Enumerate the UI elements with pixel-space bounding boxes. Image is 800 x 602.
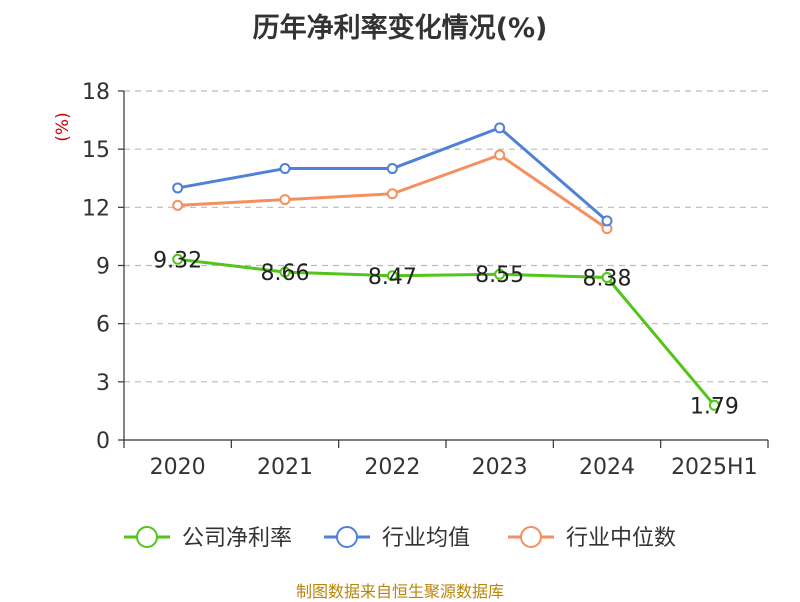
series-line xyxy=(177,257,716,407)
data-point xyxy=(494,149,506,161)
data-point xyxy=(386,188,398,200)
data-labels: 9.32 8.66 8.47 8.55 8.38 1.79 xyxy=(153,248,739,419)
data-label: 8.55 xyxy=(475,263,524,288)
data-point xyxy=(279,194,291,206)
data-point xyxy=(494,268,506,280)
x-tick-label: 2025H1 xyxy=(671,455,758,480)
legend-marker xyxy=(336,526,358,548)
source-note: 制图数据来自恒生聚源数据库 xyxy=(295,582,504,601)
x-tick-label: 2022 xyxy=(364,455,420,480)
x-tick-label: 2023 xyxy=(472,455,528,480)
legend-label: 行业均值 xyxy=(382,526,470,551)
data-label: 8.47 xyxy=(368,265,417,290)
x-tick-label: 2021 xyxy=(257,455,313,480)
y-tick-label: 0 xyxy=(96,429,110,454)
data-point xyxy=(601,215,613,227)
data-label: 9.32 xyxy=(153,248,202,273)
data-point xyxy=(172,199,184,211)
data-point xyxy=(172,182,184,194)
series-lines xyxy=(172,122,720,411)
data-label: 8.38 xyxy=(583,267,632,292)
y-tick-label: 6 xyxy=(96,313,110,338)
axes: 0 3 6 9 12 15 18 2020 2021 2022 2023 2024 2025H1 xyxy=(82,80,769,480)
legend-label: 公司净利率 xyxy=(182,526,292,551)
legend-marker xyxy=(136,526,158,548)
legend-item: 行业均值 xyxy=(324,526,470,551)
y-tick-label: 12 xyxy=(82,196,110,221)
y-tick-label: 18 xyxy=(82,80,110,105)
legend-item: 行业中位数 xyxy=(508,526,676,551)
y-tick-label: 3 xyxy=(96,371,110,396)
y-axis-label: (%) xyxy=(53,112,73,141)
x-tick-label: 2024 xyxy=(579,455,635,480)
data-point xyxy=(494,122,506,134)
legend: 公司净利率 行业均值 行业中位数 xyxy=(124,526,676,551)
data-point xyxy=(601,272,613,284)
y-tick-label: 9 xyxy=(96,255,110,280)
data-label: 1.79 xyxy=(690,394,739,419)
data-point xyxy=(172,253,184,265)
data-point xyxy=(386,270,398,282)
legend-item: 公司净利率 xyxy=(124,526,292,551)
x-tick-label: 2020 xyxy=(150,455,206,480)
data-label: 8.66 xyxy=(261,261,310,286)
data-point xyxy=(279,163,291,175)
y-tick-label: 15 xyxy=(82,138,110,163)
chart-title: 历年净利率变化情况(%) xyxy=(252,13,548,44)
data-point xyxy=(708,399,720,411)
legend-label: 行业中位数 xyxy=(566,526,676,551)
grid-lines xyxy=(124,90,768,383)
data-point xyxy=(386,163,398,175)
legend-marker xyxy=(520,526,542,548)
data-point xyxy=(279,266,291,278)
